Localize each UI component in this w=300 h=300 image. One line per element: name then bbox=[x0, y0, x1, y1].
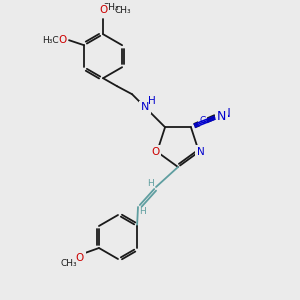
Text: N: N bbox=[141, 102, 149, 112]
Text: H: H bbox=[148, 179, 154, 188]
Text: N: N bbox=[217, 110, 226, 123]
Text: CH₃: CH₃ bbox=[114, 6, 131, 15]
Text: H₃C: H₃C bbox=[42, 36, 58, 45]
Text: CH₃: CH₃ bbox=[103, 3, 119, 12]
Text: C: C bbox=[200, 116, 206, 125]
Text: H: H bbox=[140, 208, 146, 217]
Text: H: H bbox=[148, 96, 156, 106]
Text: O: O bbox=[151, 147, 159, 157]
Text: O: O bbox=[58, 35, 66, 45]
Text: CH₃: CH₃ bbox=[61, 259, 77, 268]
Text: O: O bbox=[99, 5, 107, 15]
Text: N: N bbox=[222, 107, 231, 120]
Text: O: O bbox=[97, 6, 105, 16]
Text: N: N bbox=[197, 147, 205, 157]
Text: O: O bbox=[76, 253, 84, 263]
Text: N: N bbox=[222, 108, 230, 118]
